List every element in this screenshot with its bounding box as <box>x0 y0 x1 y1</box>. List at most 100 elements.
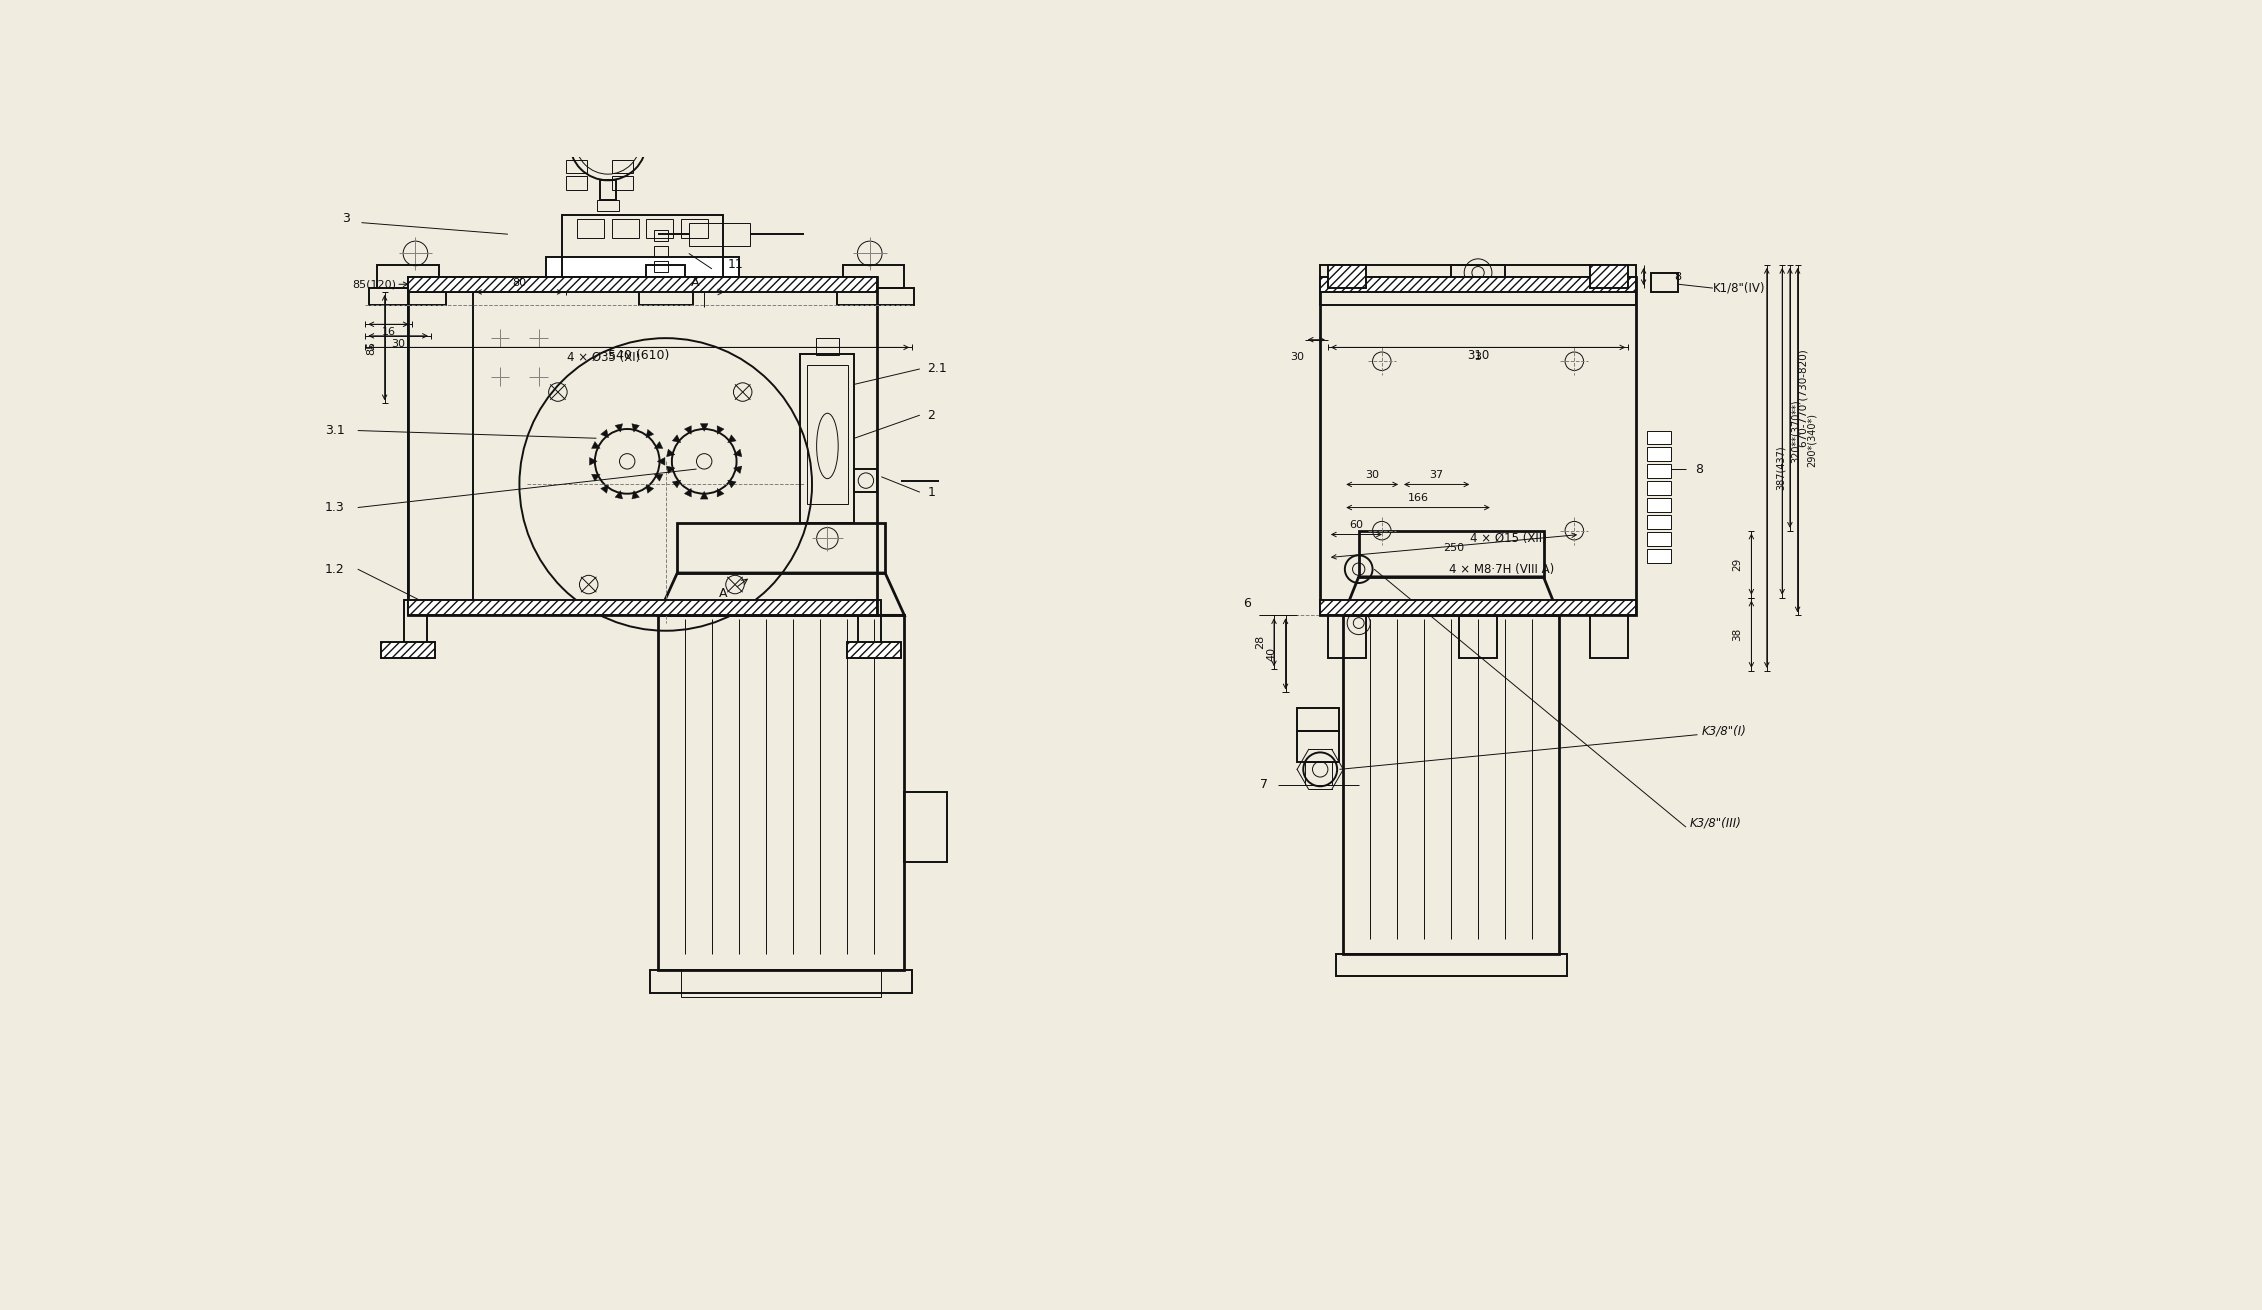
Text: 80: 80 <box>511 278 527 288</box>
Bar <box>1321 276 1635 616</box>
Bar <box>611 160 633 173</box>
Bar <box>1647 465 1672 478</box>
Text: 28: 28 <box>1255 635 1264 650</box>
Text: 40: 40 <box>1267 647 1276 662</box>
Polygon shape <box>701 423 708 431</box>
Bar <box>808 365 848 504</box>
Text: 30: 30 <box>391 338 405 348</box>
Bar <box>1590 265 1629 288</box>
Polygon shape <box>667 466 674 473</box>
Text: 2.1: 2.1 <box>927 363 948 376</box>
Bar <box>566 177 588 190</box>
Polygon shape <box>685 426 692 435</box>
Bar <box>1647 481 1672 495</box>
Bar <box>566 143 588 156</box>
Text: 670-770 (730-820): 670-770 (730-820) <box>1798 348 1810 447</box>
Text: 30: 30 <box>1289 352 1305 363</box>
Bar <box>1647 515 1672 529</box>
Bar <box>566 160 588 173</box>
Text: 85(120): 85(120) <box>353 279 396 290</box>
Polygon shape <box>631 491 640 499</box>
Bar <box>905 793 948 862</box>
Text: 85: 85 <box>366 341 375 355</box>
Polygon shape <box>602 485 608 494</box>
Bar <box>1647 431 1672 444</box>
Polygon shape <box>701 491 708 499</box>
Polygon shape <box>728 479 735 487</box>
Bar <box>1321 276 1635 292</box>
Bar <box>407 600 878 616</box>
Bar <box>681 969 882 997</box>
Text: 11: 11 <box>728 258 742 271</box>
Bar <box>561 215 724 276</box>
Text: 1: 1 <box>927 486 936 499</box>
Bar <box>1344 616 1559 954</box>
Text: 310: 310 <box>1468 348 1488 362</box>
Bar <box>599 181 615 199</box>
Bar <box>1305 761 1332 785</box>
Bar <box>1647 532 1672 546</box>
Bar <box>1459 616 1497 658</box>
Polygon shape <box>717 489 724 496</box>
Text: 320**(370**): 320**(370**) <box>1792 400 1801 464</box>
Polygon shape <box>672 479 681 487</box>
Polygon shape <box>654 474 663 481</box>
Polygon shape <box>615 491 622 499</box>
Bar <box>597 199 620 211</box>
Bar <box>1328 265 1366 288</box>
Polygon shape <box>593 474 599 481</box>
Bar <box>369 288 446 305</box>
Text: 16: 16 <box>382 328 396 337</box>
Bar <box>817 338 839 355</box>
Bar <box>654 261 667 272</box>
Bar <box>1452 265 1504 288</box>
Text: 3: 3 <box>1475 352 1482 363</box>
Bar <box>380 642 434 658</box>
Text: 250: 250 <box>1443 544 1464 553</box>
Bar <box>654 231 667 241</box>
Polygon shape <box>717 426 724 435</box>
Polygon shape <box>615 423 622 432</box>
Bar <box>801 354 855 523</box>
Bar <box>658 616 905 969</box>
Text: 387(437): 387(437) <box>1776 445 1785 490</box>
Polygon shape <box>733 449 742 457</box>
Bar <box>407 276 878 292</box>
Bar <box>1335 954 1568 976</box>
Bar <box>1296 731 1339 761</box>
Text: 37: 37 <box>1430 470 1443 481</box>
Text: 8: 8 <box>1674 271 1683 282</box>
Polygon shape <box>728 435 735 443</box>
Text: 29: 29 <box>1733 558 1742 571</box>
Bar <box>857 600 882 658</box>
Bar <box>1328 616 1366 658</box>
Polygon shape <box>647 430 654 438</box>
Text: K1/8"(IV): K1/8"(IV) <box>1712 282 1764 295</box>
Bar <box>676 523 884 572</box>
Text: 1.3: 1.3 <box>326 500 344 514</box>
Bar <box>378 265 439 288</box>
Bar <box>647 265 685 288</box>
Text: 2: 2 <box>927 409 936 422</box>
Text: K3/8"(III): K3/8"(III) <box>1690 816 1742 829</box>
Bar <box>846 642 900 658</box>
Bar <box>837 288 914 305</box>
Polygon shape <box>590 457 597 465</box>
Text: 38: 38 <box>1733 627 1742 641</box>
Text: 3: 3 <box>342 212 351 225</box>
Bar <box>611 143 633 156</box>
Bar <box>638 288 692 305</box>
Polygon shape <box>667 449 674 457</box>
Bar <box>407 276 878 616</box>
Text: 290*(340*): 290*(340*) <box>1807 413 1816 468</box>
Bar <box>405 600 428 658</box>
Text: 166: 166 <box>1407 494 1430 503</box>
Text: K3/8"(I): K3/8"(I) <box>1701 724 1746 738</box>
Bar <box>1651 272 1678 292</box>
Bar <box>1647 448 1672 461</box>
Text: 30: 30 <box>1364 470 1380 481</box>
Text: 4 × Ø15 (XII): 4 × Ø15 (XII) <box>1470 532 1547 545</box>
Bar <box>1296 707 1339 731</box>
Bar <box>647 219 674 238</box>
Bar <box>654 276 667 287</box>
